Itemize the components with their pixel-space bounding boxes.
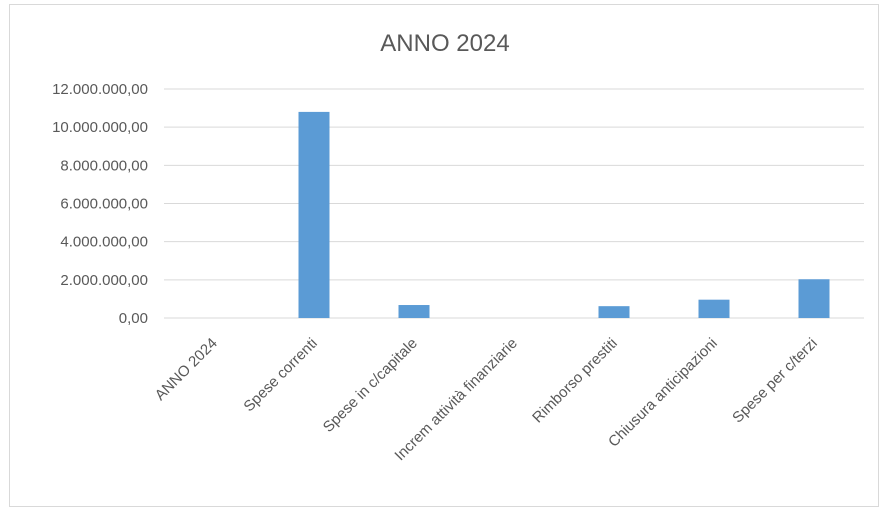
x-tick-label: Spese correnti <box>240 335 320 415</box>
bar <box>798 279 830 318</box>
x-tick-label: Spese in c/capitale <box>320 335 421 436</box>
y-tick-label: 8.000.000,00 <box>60 157 148 174</box>
x-tick-label: ANNO 2024 <box>152 335 221 404</box>
y-tick-label: 4.000.000,00 <box>60 234 148 251</box>
y-tick-label: 12.000.000,00 <box>52 81 148 98</box>
y-tick-label: 6.000.000,00 <box>60 196 148 213</box>
y-tick-label: 2.000.000,00 <box>60 272 148 289</box>
bar <box>598 306 630 318</box>
x-tick-label: Spese per c/terzi <box>729 335 821 427</box>
y-tick-label: 10.000.000,00 <box>52 119 148 136</box>
x-tick-label: Rimborso prestiti <box>529 335 621 427</box>
y-tick-label: 0,00 <box>119 310 148 327</box>
x-tick-label: Chiusura anticipazioni <box>605 335 721 451</box>
bar <box>398 305 430 318</box>
bar <box>698 299 730 318</box>
chart-frame <box>9 4 879 507</box>
bar <box>298 111 330 319</box>
chart-title: ANNO 2024 <box>380 30 510 57</box>
